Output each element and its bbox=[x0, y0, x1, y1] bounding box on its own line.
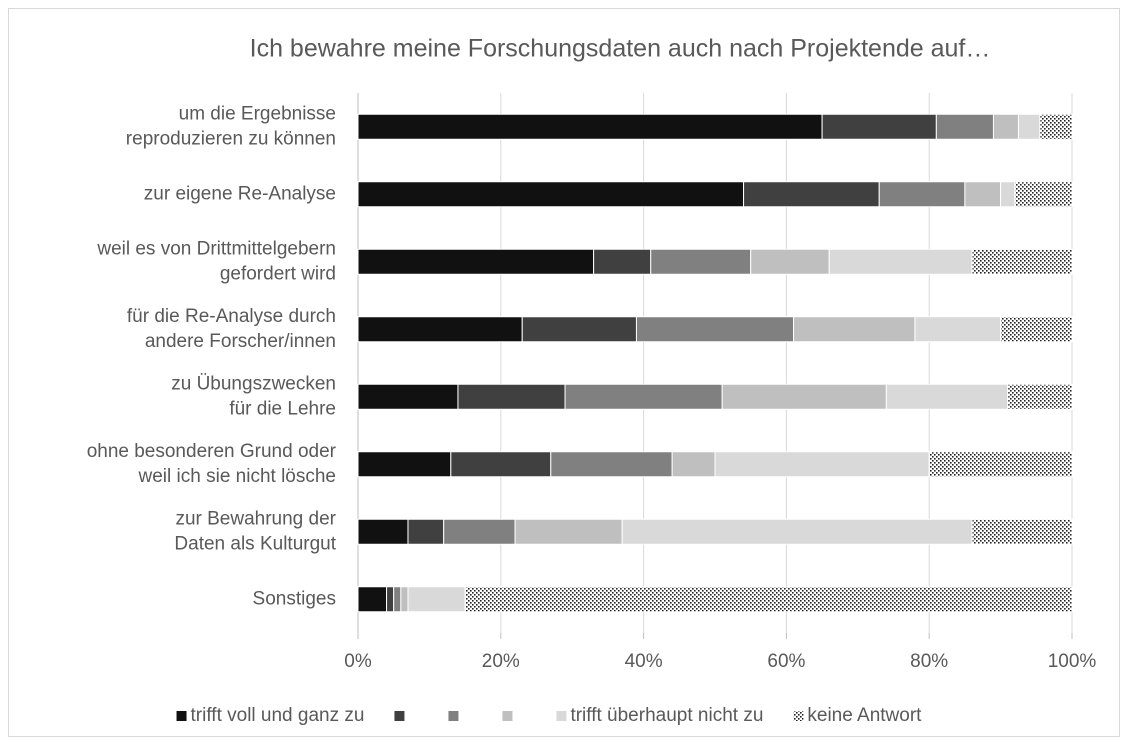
bar-segment bbox=[935, 113, 994, 140]
bar-segment bbox=[357, 383, 459, 410]
bar-segment bbox=[564, 383, 723, 410]
x-tick-label: 40% bbox=[625, 651, 663, 672]
bar-segment bbox=[1014, 181, 1073, 208]
legend-label: trifft voll und ganz zu bbox=[191, 705, 365, 726]
bar-segment bbox=[714, 451, 930, 478]
bar-segment bbox=[521, 316, 637, 343]
y-tick-label: andere Forscher/innen bbox=[145, 331, 336, 352]
bar-segment bbox=[1000, 316, 1073, 343]
bar-segment bbox=[357, 451, 452, 478]
y-tick-label: ohne besonderen Grund oder bbox=[87, 441, 337, 462]
x-tick-label: 60% bbox=[767, 651, 805, 672]
x-tick-label: 20% bbox=[482, 651, 520, 672]
y-tick-label: weil ich sie nicht lösche bbox=[138, 466, 336, 487]
y-tick-label: zur eigene Re-Analyse bbox=[144, 183, 336, 204]
bar-segment bbox=[1039, 113, 1073, 140]
legend-swatch bbox=[394, 711, 405, 721]
y-tick-label: weil es von Drittmittelgebern bbox=[96, 238, 336, 259]
bar-segment bbox=[793, 316, 916, 343]
x-tick-label: 0% bbox=[344, 651, 372, 672]
bar-segment bbox=[357, 586, 388, 613]
bar-segment bbox=[971, 518, 1073, 545]
bar-segment bbox=[593, 248, 652, 275]
bar-segment bbox=[964, 181, 1002, 208]
legend-swatch bbox=[556, 711, 567, 721]
bar-segment bbox=[386, 586, 395, 613]
bar-segment bbox=[357, 181, 745, 208]
bar-segment bbox=[671, 451, 716, 478]
legend-label: keine Antwort bbox=[807, 705, 922, 726]
bar-segment bbox=[393, 586, 402, 613]
y-tick-label: für die Lehre bbox=[229, 398, 336, 419]
bar-segment bbox=[743, 181, 880, 208]
bar-segment bbox=[357, 248, 595, 275]
bar-segment bbox=[514, 518, 623, 545]
bar-segment bbox=[407, 518, 445, 545]
bar-segment bbox=[992, 113, 1019, 140]
bar-segment bbox=[721, 383, 887, 410]
bar-segment bbox=[928, 451, 1073, 478]
bar-segment bbox=[650, 248, 752, 275]
bar-segment bbox=[450, 451, 552, 478]
y-tick-label: um die Ergebnisse bbox=[179, 103, 336, 124]
bar-segment bbox=[1017, 113, 1041, 140]
bar-segment bbox=[1007, 383, 1073, 410]
bar-segment bbox=[407, 586, 466, 613]
bar-segment bbox=[357, 518, 409, 545]
y-tick-label: zur Bewahrung der bbox=[175, 508, 336, 529]
bar-segment bbox=[357, 316, 523, 343]
bar-segment bbox=[828, 248, 973, 275]
y-tick-label: zu Übungszwecken bbox=[171, 373, 336, 394]
bar-segment bbox=[357, 113, 823, 140]
x-tick-label: 80% bbox=[910, 651, 948, 672]
bar-segment bbox=[400, 586, 409, 613]
bar-segment bbox=[878, 181, 966, 208]
y-tick-label: gefordert wird bbox=[220, 263, 336, 284]
bar-segment bbox=[1000, 181, 1016, 208]
bar-segment bbox=[821, 113, 937, 140]
bar-segment bbox=[621, 518, 973, 545]
bar-segment bbox=[635, 316, 795, 343]
legend-swatch bbox=[448, 711, 459, 721]
legend-swatch bbox=[793, 711, 804, 721]
bar-segment bbox=[971, 248, 1073, 275]
legend-swatch bbox=[176, 711, 187, 721]
y-tick-label: Sonstiges bbox=[253, 588, 336, 609]
y-tick-label: für die Re-Analyse durch bbox=[127, 306, 336, 327]
bar-segment bbox=[750, 248, 830, 275]
x-tick-label: 100% bbox=[1048, 651, 1097, 672]
bar-segment bbox=[464, 586, 1073, 613]
y-tick-label: Daten als Kulturgut bbox=[174, 533, 336, 554]
legend-swatch bbox=[502, 711, 513, 721]
legend-label: trifft überhaupt nicht zu bbox=[570, 705, 763, 726]
bar-segment bbox=[550, 451, 673, 478]
bar-segment bbox=[457, 383, 566, 410]
bar-segment bbox=[885, 383, 1009, 410]
y-tick-label: reproduzieren zu können bbox=[126, 128, 336, 149]
bar-segment bbox=[914, 316, 1002, 343]
chart-title: Ich bewahre meine Forschungsdaten auch n… bbox=[250, 35, 991, 63]
bar-segment bbox=[443, 518, 516, 545]
